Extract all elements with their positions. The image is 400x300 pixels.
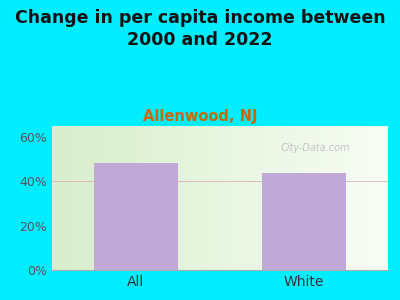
Text: Allenwood, NJ: Allenwood, NJ [143, 110, 257, 124]
Text: City-Data.com: City-Data.com [280, 143, 350, 153]
Text: Change in per capita income between
2000 and 2022: Change in per capita income between 2000… [15, 9, 385, 49]
Bar [262, 172, 346, 270]
Bar [94, 163, 178, 270]
